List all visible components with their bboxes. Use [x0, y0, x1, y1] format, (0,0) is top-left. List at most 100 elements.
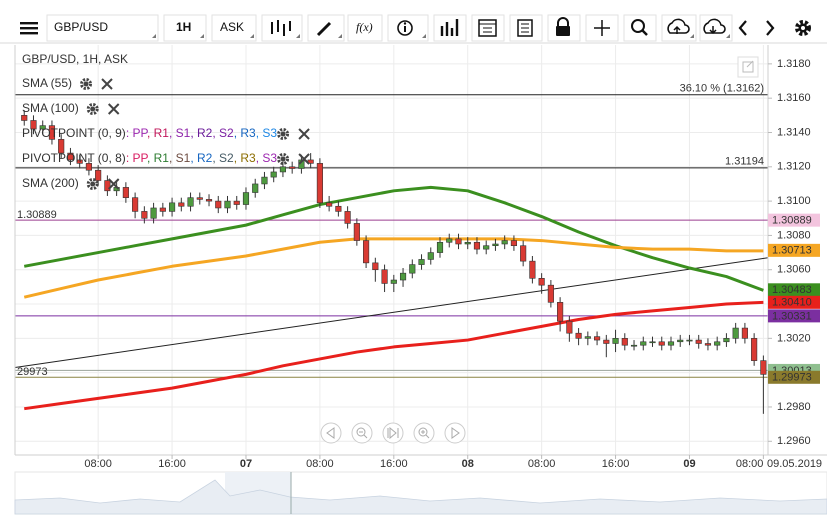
candle-body	[150, 207, 157, 219]
gear-hub	[90, 181, 96, 187]
candle-body	[732, 327, 739, 339]
price-tag	[768, 370, 820, 384]
y-tick-label: 1.3180	[777, 58, 811, 70]
indicator-lines	[14, 185, 769, 411]
y-tick-label: 1.3020	[777, 332, 811, 344]
candle-body	[196, 197, 203, 200]
scroll-right[interactable]	[444, 422, 466, 444]
candle-body	[603, 339, 610, 344]
news-button[interactable]	[509, 14, 543, 42]
candle-body	[76, 159, 83, 164]
candle-body	[557, 302, 564, 322]
candle-body	[363, 240, 370, 264]
candle-body	[104, 180, 111, 192]
price-tag-label: 1.30713	[772, 245, 812, 257]
chart-type-button[interactable]	[261, 14, 303, 42]
x-tick-label: 08	[462, 458, 474, 470]
price-tag-label: 1.30889	[772, 215, 812, 227]
download-button[interactable]	[699, 14, 733, 42]
candle-body	[529, 260, 536, 279]
sma-line	[23, 185, 764, 292]
remove-icon[interactable]	[107, 103, 120, 115]
upload-button[interactable]	[661, 14, 697, 42]
indicators-button[interactable]: f(x)	[347, 14, 383, 42]
info-button[interactable]	[387, 14, 429, 42]
symbol: GBP/USD	[54, 20, 108, 34]
sma-line	[23, 237, 764, 299]
price-tag-label: 1.30483	[772, 284, 812, 296]
settings-icon[interactable]	[277, 153, 290, 165]
popout-button[interactable]	[737, 56, 759, 78]
candle-body	[390, 279, 397, 284]
candle-body	[224, 200, 231, 209]
price-tag	[768, 295, 820, 309]
candle-body	[261, 176, 268, 185]
candle-body	[695, 339, 702, 344]
x-tick-label: 07	[240, 458, 252, 470]
pivot-item: , S1	[169, 151, 191, 165]
candle-body	[279, 166, 287, 173]
volume-button[interactable]	[433, 14, 467, 42]
settings-button[interactable]	[795, 20, 811, 36]
candle-body	[187, 197, 194, 207]
x-tick-label: 09	[683, 458, 695, 470]
candle-body	[436, 241, 444, 253]
candle-body	[326, 202, 333, 207]
candle-body	[344, 211, 351, 224]
x-tick-label: 16:00	[380, 458, 408, 470]
remove-icon[interactable]	[298, 153, 310, 165]
prev-button[interactable]	[738, 20, 747, 36]
zoom-in[interactable]	[413, 422, 435, 444]
nav-buttons	[320, 422, 466, 444]
remove-icon[interactable]	[107, 178, 120, 190]
settings-icon[interactable]	[80, 78, 93, 90]
zoom-button[interactable]	[623, 14, 657, 42]
menu-button[interactable]	[20, 22, 38, 35]
calendar-button[interactable]	[471, 14, 505, 42]
settings-icon[interactable]	[86, 178, 99, 190]
gear-hub	[280, 156, 286, 162]
candle-body	[270, 171, 277, 178]
draw-button[interactable]	[307, 14, 345, 42]
fx-label: f(x)	[356, 20, 373, 34]
price-tag-label: 1.30331	[772, 310, 812, 322]
pivot-legend: PIVOTPOINT (0, 8): PP, R1, S1, R2, S2, R…	[22, 151, 277, 165]
candle-body	[714, 341, 721, 346]
settings-icon[interactable]	[277, 128, 290, 140]
symbol-selector[interactable]: GBP/USD	[46, 14, 159, 42]
remove-icon[interactable]	[101, 78, 113, 90]
interval-selector[interactable]: 1H	[163, 14, 207, 42]
x-tick-label: 08:00	[528, 458, 556, 470]
candle-body	[658, 341, 665, 346]
scroll-left[interactable]	[320, 422, 342, 444]
date-label: 09.05.2019	[767, 458, 822, 470]
remove-icon[interactable]	[298, 128, 310, 140]
chart-title: GBP/USD, 1H, ASK	[22, 52, 128, 66]
legend-entry: SMA (100)	[22, 101, 79, 115]
settings-icon[interactable]	[86, 103, 99, 115]
price-side-selector[interactable]: ASK	[211, 14, 257, 42]
candle-body	[335, 205, 342, 212]
legend-entry: SMA (200)	[22, 176, 79, 190]
candle-body	[538, 278, 545, 286]
gear-hub	[83, 81, 89, 87]
next-button[interactable]	[766, 20, 775, 36]
legend-entry: SMA (55)	[22, 76, 72, 90]
x-tick-label: 08:00	[306, 458, 334, 470]
lock-button[interactable]	[547, 14, 581, 42]
candle-body	[464, 241, 471, 245]
reset-zoom[interactable]	[382, 422, 404, 444]
toolbar: GBP/USD 1H ASK f(x)	[0, 0, 827, 44]
x-tick-label: 08:00	[736, 458, 764, 470]
pivot-item: , R3	[234, 126, 256, 140]
gear-hub	[280, 131, 286, 137]
zoom-out[interactable]	[351, 422, 373, 444]
candle-body	[751, 338, 758, 361]
candle-body	[159, 207, 166, 212]
crosshair-button[interactable]	[585, 14, 619, 42]
price-tag	[768, 213, 820, 227]
gear-hub	[90, 106, 96, 112]
pivot-item: , R1	[147, 151, 169, 165]
